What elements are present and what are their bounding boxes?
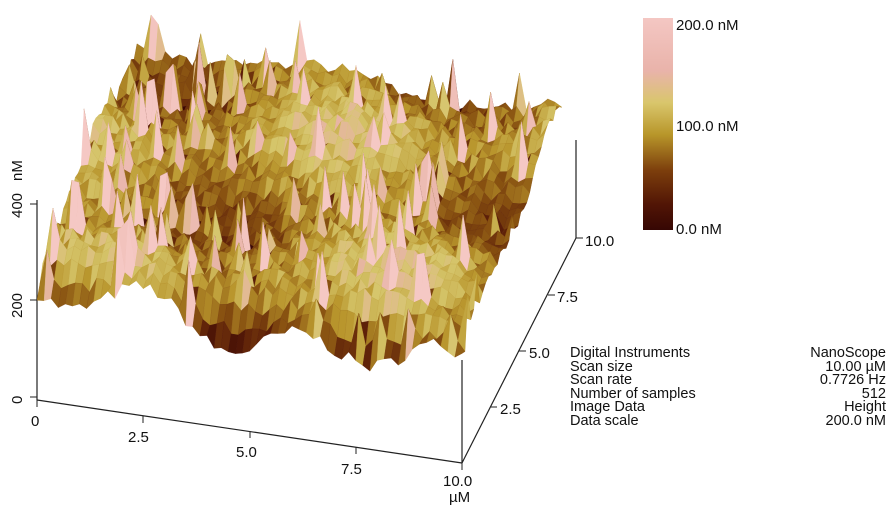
- x-tick-10-0: 10.0: [443, 473, 472, 490]
- z-axis-ticks: [30, 203, 37, 398]
- info-value-instrument: NanoScope: [810, 345, 886, 361]
- surface-height-map: [36, 14, 563, 372]
- info-label-instrument: Digital Instruments: [570, 345, 691, 361]
- y-tick-5-0: 5.0: [529, 345, 550, 362]
- y-tick-7-5: 7.5: [557, 289, 578, 306]
- info-label-scan-rate: Scan rate: [570, 372, 633, 389]
- info-value-scan-size: 10.00 µM: [825, 358, 886, 375]
- info-labels: Digital Instruments Scan size Scan rate …: [570, 345, 696, 429]
- colorbar-gradient: [643, 18, 673, 230]
- info-value-data-scale: 200.0 nM: [825, 412, 886, 429]
- z-axis-labels: 400 200 0 nM: [9, 160, 26, 404]
- info-label-samples: Number of samples: [570, 385, 696, 402]
- colorbar-mid-label: 100.0 nM: [676, 118, 739, 135]
- info-label-image-data: Image Data: [570, 399, 645, 416]
- y-tick-10-0: 10.0: [585, 233, 614, 250]
- x-tick-2-5: 2.5: [128, 429, 149, 446]
- z-tick-400: 400: [9, 193, 26, 218]
- info-values: NanoScope 10.00 µM 0.7726 Hz 512 Height …: [760, 345, 886, 429]
- info-label-scan-size: Scan size: [570, 358, 633, 375]
- y-tick-2-5: 2.5: [500, 401, 521, 418]
- info-value-scan-rate: 0.7726 Hz: [819, 372, 886, 389]
- z-tick-0: 0: [9, 396, 26, 404]
- info-value-samples: 512: [861, 385, 886, 402]
- z-axis-unit: nM: [9, 160, 26, 181]
- z-tick-200: 200: [9, 293, 26, 318]
- x-axis-labels: 0 2.5 5.0 7.5 10.0 µM: [31, 413, 472, 506]
- colorbar: 200.0 nM 100.0 nM 0.0 nM: [643, 17, 739, 238]
- x-axis-ticks: [36, 400, 463, 470]
- info-value-image-data: Height: [844, 399, 886, 416]
- info-label-data-scale: Data scale: [570, 412, 639, 429]
- x-tick-7-5: 7.5: [341, 461, 362, 478]
- y-axis-labels: 2.5 5.0 7.5 10.0: [500, 233, 614, 418]
- colorbar-top-label: 200.0 nM: [676, 17, 739, 34]
- colorbar-bottom-label: 0.0 nM: [676, 221, 722, 238]
- x-axis-unit: µM: [449, 489, 470, 506]
- y-axis-ticks: [490, 237, 583, 408]
- x-tick-0: 0: [31, 413, 39, 430]
- x-tick-5-0: 5.0: [236, 444, 257, 461]
